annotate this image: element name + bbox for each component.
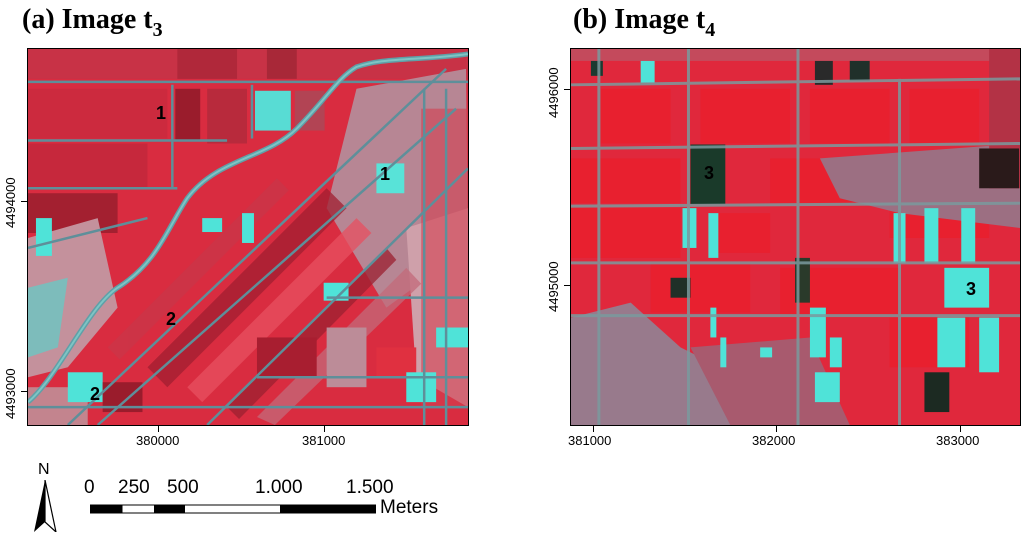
panel-a-xtick-label-2: 381000: [302, 433, 346, 448]
north-arrow-icon: [34, 480, 57, 532]
panel-a-label-2-lower: 2: [90, 384, 101, 404]
panel-a-xtick-2: [324, 426, 325, 432]
north-arrow-letter: N: [38, 461, 50, 478]
panel-a-ytick-label-2: 4493000: [3, 368, 18, 419]
scale-label-500: 500: [167, 477, 199, 498]
panel-a-map: [27, 48, 469, 426]
panel-b-imagery: [571, 49, 1020, 425]
panel-b-xtick-label-2: 382000: [752, 433, 796, 448]
panel-a-label-2-center: 2: [166, 309, 177, 329]
scale-label-1500: 1.500: [346, 477, 394, 498]
scale-label-0: 0: [84, 477, 95, 498]
panel-b-label-3-left: 3: [704, 163, 715, 183]
panel-b-label-3-right: 3: [966, 279, 977, 299]
panel-a-title-subscript: 3: [152, 19, 163, 41]
panel-b-ytick-label-1: 4496000: [546, 67, 561, 118]
panel-a-ytick-label-1: 4494000: [3, 177, 18, 228]
scale-label-250: 250: [118, 477, 150, 498]
panel-b-title-subscript: 4: [705, 19, 716, 41]
panel-b-title-text: (b) Image t: [573, 4, 706, 35]
scale-unit: Meters: [380, 497, 439, 518]
scale-bar: [90, 504, 376, 514]
panel-a-ytick-1: [21, 201, 27, 202]
panel-a-xtick-label-1: 380000: [136, 433, 180, 448]
panel-b-xtick-1: [593, 426, 594, 432]
panel-a-title: (a) Image t3: [22, 4, 163, 41]
panel-b-xtick-label-3: 383000: [936, 433, 980, 448]
scale-label-1000: 1.000: [255, 477, 303, 498]
panel-a-imagery: [28, 49, 468, 425]
panel-b-ytick-1: [564, 89, 570, 90]
panel-b-xtick-label-1: 381000: [568, 433, 612, 448]
panel-a-label-1-right: 1: [380, 164, 391, 184]
panel-a-title-text: (a) Image t: [22, 4, 153, 35]
panel-a-label-1-upper: 1: [156, 103, 167, 123]
panel-b-ytick-label-2: 4495000: [546, 261, 561, 312]
panel-b-xtick-3: [960, 426, 961, 432]
panel-b-xtick-2: [776, 426, 777, 432]
panel-a-xtick-1: [158, 426, 159, 432]
panel-b-title: (b) Image t4: [573, 4, 716, 41]
panel-a-ytick-2: [21, 391, 27, 392]
panel-b-ytick-2: [564, 285, 570, 286]
panel-b-map: [570, 48, 1021, 426]
